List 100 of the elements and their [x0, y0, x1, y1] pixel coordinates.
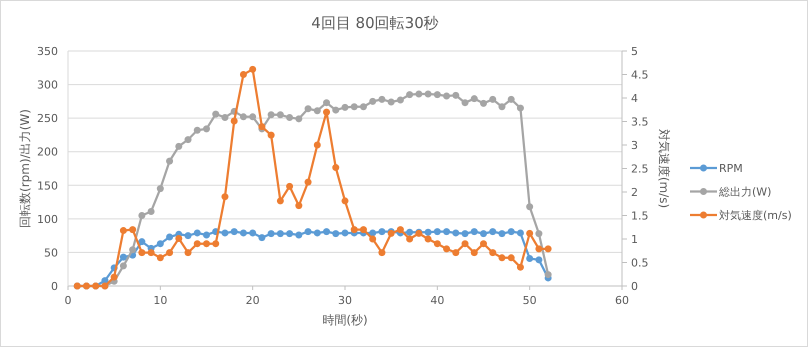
point: [156, 254, 164, 262]
point: [276, 197, 284, 204]
point: [498, 254, 506, 262]
y-tick-label: 300: [37, 78, 58, 92]
point: [323, 228, 330, 236]
point: [221, 114, 228, 121]
x-tick-label: 0: [64, 294, 72, 307]
point: [378, 96, 386, 103]
point: [295, 231, 302, 238]
point: [138, 212, 146, 219]
point: [184, 249, 192, 256]
point: [332, 230, 340, 238]
point: [230, 118, 238, 125]
point: [120, 262, 127, 270]
point: [360, 103, 367, 110]
point: [156, 240, 164, 248]
point: [175, 142, 182, 150]
point: [249, 229, 256, 236]
point: [184, 232, 192, 240]
y2-tick-label: 0.5: [631, 256, 648, 270]
x-tick-label: 40: [430, 294, 444, 307]
point: [508, 254, 515, 262]
point: [268, 132, 275, 139]
y2-tick-label: 4: [631, 92, 638, 105]
point: [249, 113, 256, 120]
point: [480, 240, 487, 248]
point: [516, 264, 524, 271]
point: [286, 230, 294, 238]
point: [276, 111, 284, 118]
point: [462, 240, 469, 248]
point: [406, 91, 414, 98]
point: [129, 226, 136, 234]
point: [406, 228, 414, 236]
point: [342, 197, 348, 204]
point: [258, 234, 266, 242]
point: [434, 228, 441, 236]
point: [110, 274, 118, 281]
point: [194, 240, 201, 248]
point: [175, 235, 182, 242]
point: [314, 142, 321, 148]
x-tick-label: 30: [338, 294, 352, 307]
y-tick-label: 200: [37, 146, 58, 159]
point: [166, 249, 174, 256]
point: [489, 249, 496, 256]
point: [342, 104, 348, 111]
y2-tick-label: 1.5: [631, 210, 648, 222]
point: [120, 227, 127, 234]
point: [378, 249, 386, 256]
point: [470, 95, 478, 102]
point: [332, 106, 340, 114]
point: [156, 185, 164, 192]
y2-tick-label: 2: [631, 186, 638, 199]
point: [203, 231, 210, 238]
y2-tick-label: 3.5: [631, 116, 648, 128]
point: [221, 193, 228, 200]
x-tick-label: 10: [153, 294, 168, 307]
point: [369, 229, 376, 236]
point: [342, 229, 348, 236]
point: [268, 230, 275, 238]
point: [286, 114, 294, 121]
point: [332, 164, 340, 172]
point: [544, 245, 552, 252]
point: [304, 105, 312, 112]
point: [535, 245, 542, 252]
point: [240, 71, 247, 78]
point: [462, 99, 469, 106]
chart-title: 4回目 80回転30秒: [311, 14, 439, 32]
point: [194, 126, 201, 134]
point: [230, 228, 238, 236]
point: [415, 90, 422, 98]
y-tick-label: 250: [37, 112, 58, 126]
point: [480, 100, 487, 107]
point: [434, 91, 441, 98]
y2-tick-label: 4.5: [631, 68, 648, 82]
point: [350, 103, 358, 110]
x-tick-label: 60: [615, 294, 629, 307]
point: [498, 230, 506, 238]
point: [470, 228, 478, 236]
point: [184, 136, 192, 144]
legend-label: 総出力(W): [718, 186, 772, 198]
y-tick-label: 0: [51, 280, 58, 293]
point: [516, 104, 524, 112]
y2-tick-label: 5: [631, 45, 638, 58]
point: [462, 230, 469, 238]
point: [295, 202, 302, 210]
point: [276, 230, 284, 238]
point: [443, 228, 450, 236]
y2-tick-label: 2.5: [631, 162, 648, 176]
point: [203, 125, 210, 132]
point: [480, 230, 487, 238]
point: [194, 229, 201, 236]
point: [323, 99, 330, 106]
point: [268, 111, 275, 118]
point: [544, 271, 552, 278]
point: [526, 203, 534, 210]
point: [516, 229, 524, 236]
y-tick-label: 100: [37, 212, 58, 226]
point: [452, 92, 460, 99]
point: [221, 229, 228, 236]
point: [470, 249, 478, 256]
